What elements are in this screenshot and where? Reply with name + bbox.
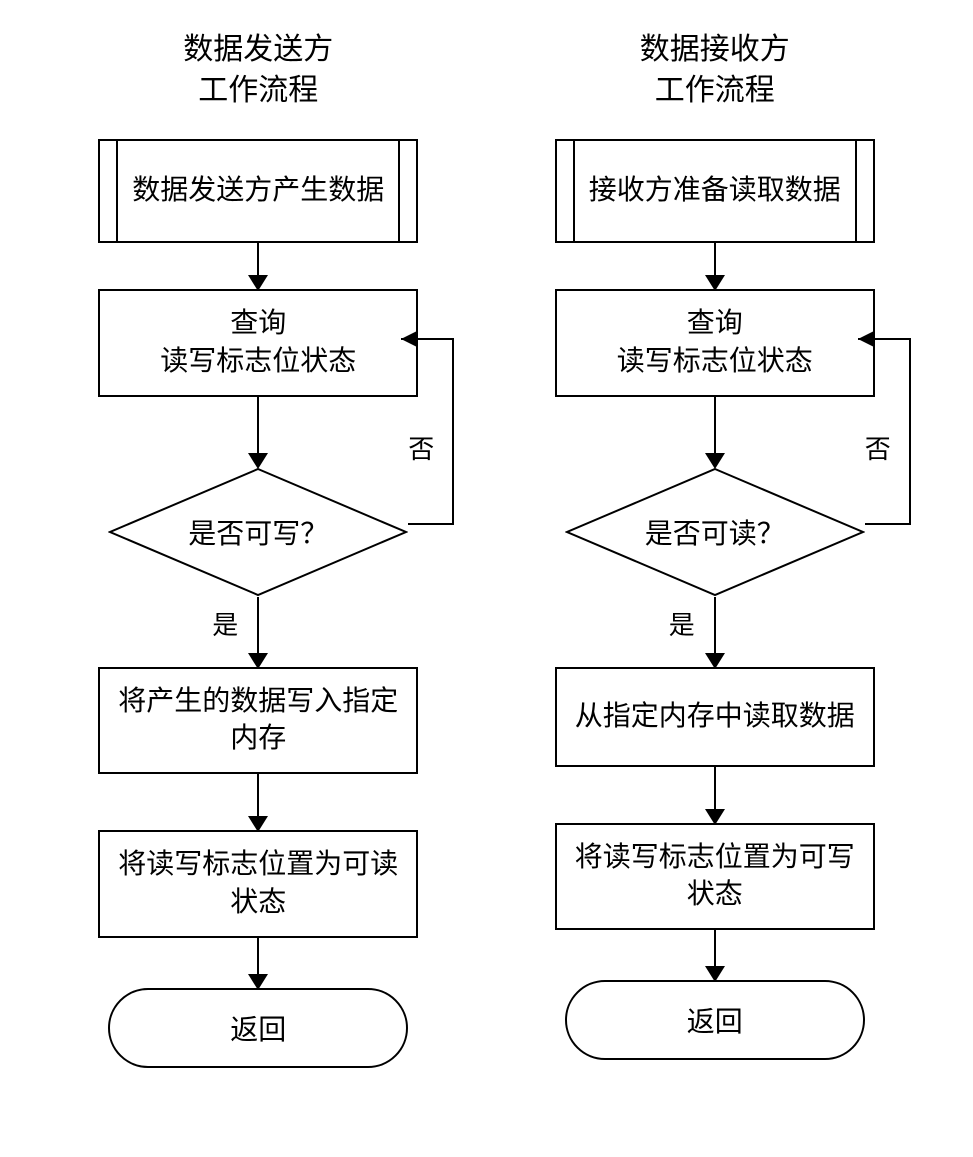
- sender-setflag-text: 将读写标志位置为可读状态: [110, 846, 406, 922]
- sender-title: 数据发送方 工作流程: [183, 30, 333, 111]
- arrow-down-icon: [257, 243, 259, 289]
- sender-query-line2: 读写标志位状态: [160, 346, 356, 377]
- receiver-title-line1: 数据接收方: [640, 33, 790, 66]
- receiver-return-text: 返回: [687, 1000, 743, 1040]
- flowchart-container: 数据发送方 工作流程 数据发送方产生数据 查询 读写标志位状态 是否可写？: [0, 0, 973, 1068]
- arrow-down-icon: [714, 767, 716, 823]
- receiver-return-node: 返回: [565, 980, 865, 1060]
- arrow-down-icon: 是: [714, 597, 716, 667]
- sender-query-node: 查询 读写标志位状态: [98, 289, 418, 397]
- receiver-query-line2: 读写标志位状态: [617, 346, 813, 377]
- sender-title-line1: 数据发送方: [183, 33, 333, 66]
- receiver-decision-node: 是否可读？: [565, 467, 865, 597]
- sender-flow-column: 数据发送方 工作流程 数据发送方产生数据 查询 读写标志位状态 是否可写？: [53, 30, 463, 1068]
- receiver-decision-text: 是否可读？: [565, 467, 865, 597]
- sender-start-text: 数据发送方产生数据: [132, 173, 384, 209]
- sender-decision-node: 是否可写？: [108, 467, 408, 597]
- arrow-down-icon: [714, 397, 716, 467]
- arrow-down-icon: [714, 930, 716, 980]
- sender-title-line2: 工作流程: [198, 74, 318, 107]
- arrow-down-icon: [714, 243, 716, 289]
- sender-start-node: 数据发送方产生数据: [98, 139, 418, 243]
- sender-edge-yes-label: 是: [212, 605, 238, 642]
- receiver-start-node: 接收方准备读取数据: [555, 139, 875, 243]
- receiver-title: 数据接收方 工作流程: [640, 30, 790, 111]
- receiver-setflag-node: 将读写标志位置为可写状态: [555, 823, 875, 931]
- receiver-setflag-text: 将读写标志位置为可写状态: [567, 839, 863, 915]
- receiver-start-text: 接收方准备读取数据: [589, 173, 841, 209]
- sender-return-text: 返回: [230, 1008, 286, 1048]
- receiver-edge-yes-label: 是: [669, 605, 695, 642]
- receiver-read-text: 从指定内存中读取数据: [575, 698, 855, 736]
- receiver-loop-region: 查询 读写标志位状态 是否可读？ 否: [555, 289, 875, 597]
- sender-query-text: 查询 读写标志位状态: [160, 305, 356, 381]
- receiver-query-line1: 查询: [687, 308, 743, 339]
- receiver-query-node: 查询 读写标志位状态: [555, 289, 875, 397]
- receiver-read-node: 从指定内存中读取数据: [555, 667, 875, 767]
- sender-setflag-node: 将读写标志位置为可读状态: [98, 830, 418, 938]
- sender-return-node: 返回: [108, 988, 408, 1068]
- arrow-down-icon: [257, 938, 259, 988]
- receiver-flow-column: 数据接收方 工作流程 接收方准备读取数据 查询 读写标志位状态 是否可读？: [510, 30, 920, 1068]
- sender-edge-no-label: 否: [408, 429, 434, 466]
- receiver-edge-no-label: 否: [865, 429, 891, 466]
- sender-loop-region: 查询 读写标志位状态 是否可写？ 否: [98, 289, 418, 597]
- receiver-title-line2: 工作流程: [655, 74, 775, 107]
- receiver-query-text: 查询 读写标志位状态: [617, 305, 813, 381]
- arrow-down-icon: [257, 774, 259, 830]
- arrow-down-icon: 是: [257, 597, 259, 667]
- sender-write-text: 将产生的数据写入指定内存: [110, 683, 406, 759]
- sender-decision-text: 是否可写？: [108, 467, 408, 597]
- sender-write-node: 将产生的数据写入指定内存: [98, 667, 418, 775]
- sender-query-line1: 查询: [230, 308, 286, 339]
- arrow-down-icon: [257, 397, 259, 467]
